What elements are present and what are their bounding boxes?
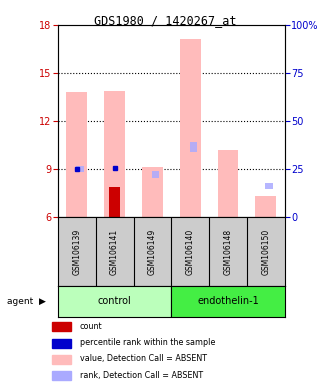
Bar [67, 92, 87, 217]
Bar [217, 150, 238, 217]
Text: value, Detection Call = ABSENT: value, Detection Call = ABSENT [80, 354, 207, 363]
Text: GSM106150: GSM106150 [261, 228, 270, 275]
Bar [110, 187, 120, 217]
Text: GSM106140: GSM106140 [186, 228, 195, 275]
Bar [171, 286, 285, 317]
Bar [58, 286, 171, 317]
Text: control: control [98, 296, 131, 306]
Text: GSM106139: GSM106139 [72, 228, 81, 275]
Text: count: count [80, 322, 102, 331]
Bar [190, 142, 197, 152]
Bar [265, 182, 272, 189]
Text: GSM106149: GSM106149 [148, 228, 157, 275]
Bar [152, 170, 159, 178]
Text: GSM106148: GSM106148 [223, 228, 232, 275]
Bar [52, 355, 71, 364]
Text: endothelin-1: endothelin-1 [197, 296, 259, 306]
Bar [52, 371, 71, 381]
Bar [104, 91, 125, 217]
Text: rank, Detection Call = ABSENT: rank, Detection Call = ABSENT [80, 371, 203, 380]
Bar [142, 167, 163, 217]
Bar [52, 339, 71, 348]
Bar [76, 166, 83, 172]
Text: GSM106141: GSM106141 [110, 228, 119, 275]
Text: agent  ▶: agent ▶ [7, 297, 45, 306]
Bar [52, 322, 71, 331]
Bar [180, 38, 201, 217]
Bar [256, 196, 276, 217]
Text: percentile rank within the sample: percentile rank within the sample [80, 338, 215, 347]
Text: GDS1980 / 1420267_at: GDS1980 / 1420267_at [94, 14, 237, 27]
